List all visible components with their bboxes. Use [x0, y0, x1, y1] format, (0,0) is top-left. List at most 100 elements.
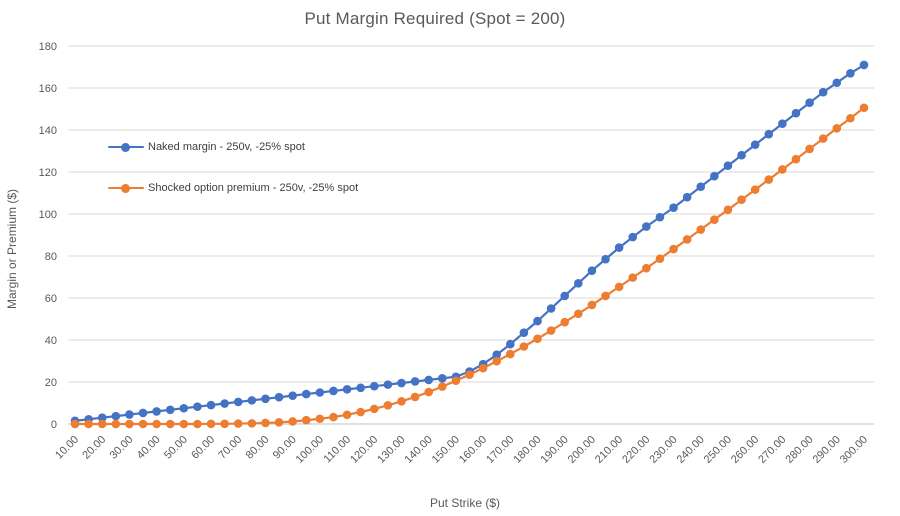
series-0-marker-60 [206, 400, 216, 410]
x-tick-label-240.00: 240.00 [675, 434, 707, 466]
series-1-marker-195 [574, 309, 583, 319]
x-tick-label-60.00: 60.00 [189, 434, 217, 462]
x-tick-label-220.00: 220.00 [620, 434, 652, 466]
series-1-marker-285 [818, 134, 828, 143]
x-tick-label-160.00: 160.00 [457, 434, 489, 466]
x-tick-label-150.00: 150.00 [430, 434, 462, 466]
x-tick-label-170.00: 170.00 [484, 434, 516, 466]
series-0-marker-25 [111, 411, 121, 421]
x-tick-label-250.00: 250.00 [702, 434, 734, 466]
series-0-marker-50 [179, 403, 189, 413]
series-1-marker-65 [220, 419, 229, 429]
series-0-marker-85 [274, 392, 284, 402]
series-1-marker-200 [587, 300, 597, 310]
series-0-marker-225 [655, 212, 665, 222]
y-tick-label-160: 160 [39, 83, 57, 95]
series-0-marker-105 [329, 386, 338, 396]
series-1-marker-125 [383, 401, 393, 410]
x-tick-label-10.00: 10.00 [53, 434, 81, 462]
series-0-marker-30 [125, 410, 134, 419]
series-0-marker-40 [152, 407, 161, 416]
series-0-marker-140 [424, 375, 433, 385]
series-1-marker-280 [805, 144, 814, 154]
series-1-marker-255 [737, 195, 746, 205]
series-0-marker-240 [696, 182, 706, 191]
chart-legend: Naked margin - 250v, -25% spot Shocked o… [108, 139, 358, 221]
legend-item-naked-margin: Naked margin - 250v, -25% spot [108, 139, 358, 155]
series-1-marker-205 [601, 291, 610, 301]
series-1-marker-140 [424, 387, 433, 397]
series-0-marker-65 [220, 399, 229, 408]
series-0-marker-120 [369, 381, 379, 391]
series-1-marker-235 [682, 235, 692, 244]
series-0-marker-80 [261, 394, 270, 404]
series-0-marker-250 [723, 161, 733, 170]
series-0-marker-220 [642, 222, 651, 231]
y-axis-title: Margin or Premium ($) [5, 188, 19, 309]
series-0-marker-290 [832, 78, 842, 88]
series-0-marker-255 [737, 150, 746, 160]
series-0-marker-245 [710, 171, 719, 181]
series-1-marker-115 [356, 407, 365, 417]
legend-marker-naked-margin [108, 139, 144, 155]
series-1-marker-25 [111, 419, 121, 429]
series-1-marker-55 [193, 419, 202, 429]
x-tick-label-190.00: 190.00 [539, 434, 571, 466]
legend-marker-shocked-premium [108, 180, 144, 196]
x-tick-label-30.00: 30.00 [108, 434, 136, 462]
x-tick-label-180.00: 180.00 [511, 434, 543, 466]
x-tick-label-50.00: 50.00 [162, 434, 190, 462]
chart-title: Put Margin Required (Spot = 200) [304, 9, 566, 28]
x-tick-label-40.00: 40.00 [135, 434, 163, 462]
series-1-marker-240 [696, 225, 706, 234]
series-1-marker-250 [723, 205, 733, 215]
series-0-marker-175 [519, 328, 529, 337]
y-tick-label-80: 80 [45, 251, 57, 263]
series-0-marker-300 [859, 60, 869, 70]
y-tick-label-20: 20 [45, 377, 57, 389]
y-tick-label-180: 180 [39, 41, 57, 53]
series-1-marker-135 [410, 392, 420, 402]
series-1-marker-220 [642, 263, 651, 273]
series-1-marker-70 [233, 419, 243, 428]
series-1-marker-80 [261, 418, 270, 428]
series-1-marker-265 [764, 175, 774, 184]
x-tick-label-140.00: 140.00 [403, 434, 435, 466]
series-1-marker-160 [478, 363, 488, 373]
series-0-marker-285 [818, 87, 828, 97]
y-tick-label-60: 60 [45, 293, 57, 305]
x-tick-label-260.00: 260.00 [729, 434, 761, 466]
series-1-marker-185 [546, 326, 556, 335]
series-1-marker-110 [342, 410, 352, 420]
series-1-marker-95 [301, 415, 311, 425]
legend-item-shocked-premium: Shocked option premium - 250v, -25% spot [108, 180, 358, 196]
series-1-marker-90 [288, 417, 297, 426]
series-1-marker-245 [710, 215, 719, 224]
series-1-marker-40 [152, 419, 161, 429]
series-0-marker-215 [628, 232, 638, 242]
series-0-marker-35 [138, 408, 148, 418]
series-1-marker-170 [506, 349, 515, 359]
series-1-marker-190 [560, 317, 570, 327]
y-tick-label-40: 40 [45, 335, 57, 347]
x-tick-label-20.00: 20.00 [80, 434, 108, 462]
series-1-marker-155 [465, 370, 474, 379]
series-0-marker-145 [437, 374, 447, 383]
series-1-marker-260 [750, 185, 760, 194]
series-1-marker-120 [369, 404, 379, 414]
series-1-marker-215 [628, 273, 638, 282]
series-1-marker-290 [832, 124, 842, 133]
series-0-marker-95 [301, 389, 311, 399]
series-1-marker-60 [206, 419, 216, 429]
series-0-marker-55 [193, 402, 202, 411]
series-0-marker-45 [165, 405, 175, 415]
series-0-marker-280 [805, 98, 814, 107]
series-1-marker-45 [165, 419, 175, 429]
series-1-marker-150 [451, 376, 461, 386]
series-0-marker-190 [560, 291, 570, 301]
series-0-marker-90 [288, 391, 297, 400]
series-0-marker-125 [383, 380, 393, 389]
series-1-marker-105 [329, 412, 338, 422]
series-0-marker-200 [587, 266, 597, 276]
